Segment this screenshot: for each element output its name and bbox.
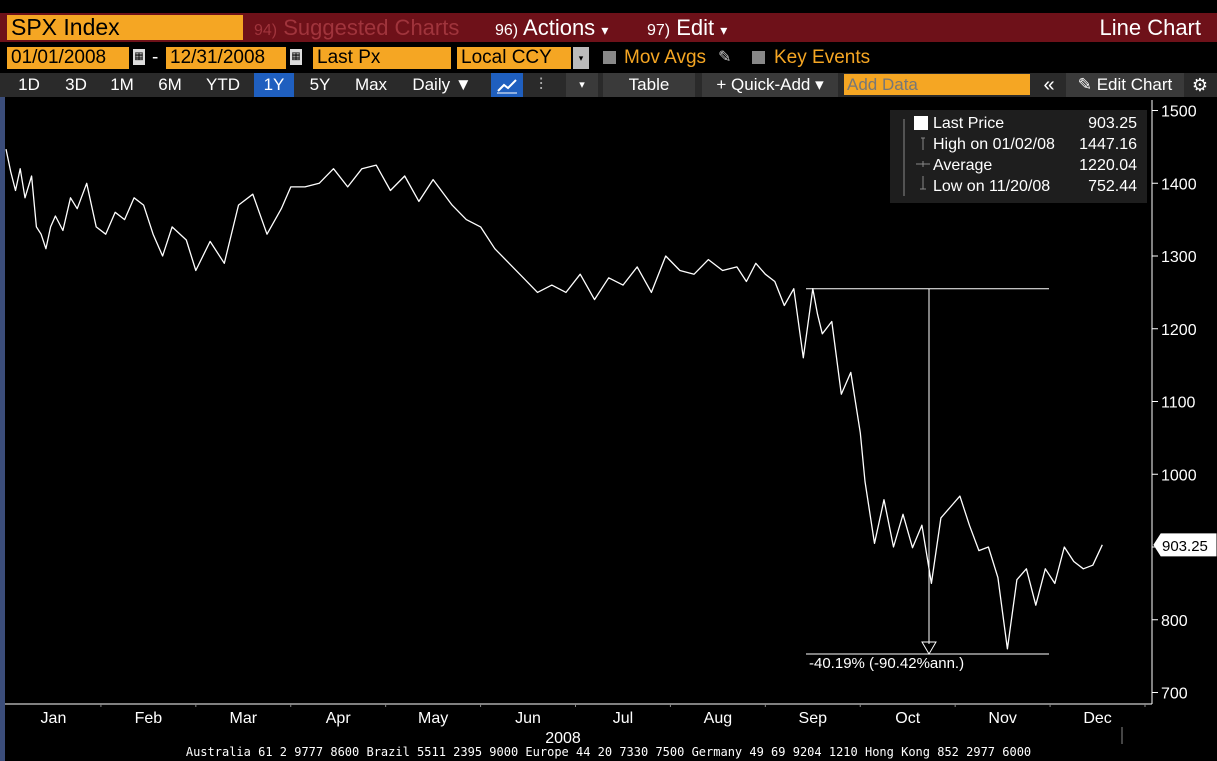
frequency-select[interactable]: Daily ▼: [412, 75, 472, 94]
y-tick-label: 1000: [1161, 467, 1197, 484]
mov-avgs-label: Mov Avgs: [624, 47, 707, 68]
high-marker-icon: [921, 137, 925, 150]
calendar-icon[interactable]: ▦: [290, 49, 302, 65]
x-tick-label: Apr: [326, 710, 352, 727]
legend-label: High on 01/02/08: [933, 136, 1055, 153]
low-marker-icon: [920, 176, 926, 190]
suggested-charts-menu[interactable]: 94) Suggested Charts: [248, 15, 484, 40]
y-tick-label: 800: [1161, 613, 1188, 630]
pencil-icon[interactable]: ✎: [718, 49, 732, 66]
line-chart-icon[interactable]: [491, 73, 523, 97]
y-tick-label: 1200: [1161, 322, 1197, 339]
chart-legend: Last Price 903.25 High on 01/02/08 1447.16 A…: [890, 110, 1147, 203]
y-tick-label: 1300: [1161, 249, 1197, 266]
bar-chart-icon[interactable]: ⫶: [538, 75, 544, 94]
menu-label: Edit: [676, 15, 715, 40]
edit-menu[interactable]: 97) Edit ▾: [641, 15, 747, 40]
edit-chart-button[interactable]: ✎ Edit Chart: [1066, 73, 1184, 97]
table-button[interactable]: Table: [603, 73, 695, 97]
currency-select[interactable]: Local CCY: [457, 47, 571, 69]
x-tick-label: Feb: [135, 710, 163, 727]
edit-chart-label: Edit Chart: [1096, 75, 1173, 94]
range-button-1d[interactable]: 1D: [18, 75, 40, 94]
chevron-down-icon: ▾: [720, 22, 728, 38]
x-tick-label: Jun: [515, 710, 541, 727]
range-button-max[interactable]: Max: [354, 75, 388, 94]
y-tick-label: 1500: [1161, 104, 1197, 121]
range-button-1m[interactable]: 1M: [110, 75, 134, 94]
y-tick-label: 1100: [1161, 395, 1196, 412]
collapse-icon[interactable]: «: [1043, 74, 1055, 96]
legend-markers: [903, 116, 930, 196]
range-button-3d[interactable]: 3D: [65, 75, 87, 94]
gear-icon[interactable]: ⚙: [1191, 75, 1209, 95]
menu-label: Suggested Charts: [283, 15, 460, 40]
legend-value: 903.25: [1088, 115, 1137, 132]
window-edge: [0, 97, 5, 761]
chevron-down-icon[interactable]: ▾: [566, 73, 598, 97]
y-tick-label: 1400: [1161, 176, 1197, 193]
menu-label: Actions: [523, 15, 596, 40]
menu-number: 96): [495, 22, 519, 39]
x-tick-label: Jan: [41, 710, 67, 727]
legend-value: 1220.04: [1079, 157, 1137, 174]
x-tick-label: May: [418, 710, 448, 727]
legend-label: Low on 11/20/08: [933, 178, 1051, 195]
footer-contacts: Australia 61 2 9777 8600 Brazil 5511 239…: [185, 745, 1032, 759]
average-marker-icon: [916, 161, 930, 167]
x-tick-label: Oct: [895, 710, 920, 727]
calendar-icon[interactable]: ▦: [133, 49, 145, 65]
mov-avgs-checkbox[interactable]: [603, 51, 616, 64]
start-date-field[interactable]: 01/01/2008: [7, 47, 129, 69]
key-events-checkbox[interactable]: [752, 51, 765, 64]
price-series-line: [5, 148, 1103, 650]
pencil-icon: ✎: [1077, 75, 1092, 94]
annotation-arrow-icon: [921, 641, 937, 655]
x-tick-label: Nov: [988, 710, 1016, 727]
range-button-1y[interactable]: 1Y: [254, 73, 294, 97]
key-events-label: Key Events: [774, 47, 871, 68]
chart-type-label: Line Chart: [1099, 15, 1201, 40]
x-axis-label: 2008: [545, 730, 581, 744]
add-data-input[interactable]: Add Data: [844, 74, 1030, 95]
x-tick-label: Aug: [704, 710, 732, 727]
range-button-5y[interactable]: 5Y: [309, 75, 331, 94]
actions-menu[interactable]: 96) Actions ▾: [489, 15, 637, 40]
legend-value: 1447.16: [1079, 136, 1137, 153]
last-price-tag-label: 903.25: [1162, 538, 1208, 555]
quick-add-button[interactable]: + Quick-Add ▾: [702, 73, 838, 97]
ticker-field[interactable]: SPX Index: [7, 15, 243, 40]
chevron-down-icon[interactable]: ▾: [573, 47, 589, 69]
date-separator: -: [152, 47, 159, 68]
x-tick-label: Jul: [613, 710, 633, 727]
last-price-tag: [1153, 533, 1217, 557]
last-price-swatch: [914, 116, 928, 130]
chevron-down-icon: ▾: [601, 22, 609, 38]
range-button-ytd[interactable]: YTD: [206, 75, 240, 94]
end-date-field[interactable]: 12/31/2008: [166, 47, 286, 69]
legend-label: Last Price: [933, 115, 1005, 132]
menu-number: 97): [647, 22, 671, 39]
price-line-chart[interactable]: 700800900100011001200130014001500JanFebM…: [0, 97, 1217, 744]
annotation-label: -40.19% (-90.42%ann.): [809, 655, 964, 672]
x-tick-label: Dec: [1083, 710, 1111, 727]
x-tick-label: Mar: [230, 710, 258, 727]
x-tick-label: Sep: [799, 710, 828, 727]
legend-value: 752.44: [1088, 178, 1137, 195]
line-chart-glyph: [497, 79, 517, 94]
menu-number: 94): [254, 22, 278, 39]
y-tick-label: 700: [1161, 686, 1188, 703]
range-button-6m[interactable]: 6M: [158, 75, 182, 94]
legend-label: Average: [933, 157, 993, 174]
price-field-select[interactable]: Last Px: [313, 47, 451, 69]
